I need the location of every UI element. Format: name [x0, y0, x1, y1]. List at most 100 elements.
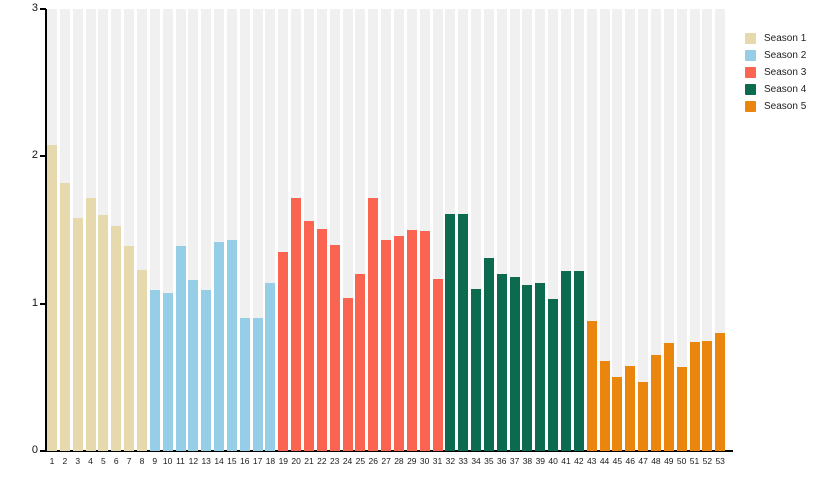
- x-tick-label: 41: [561, 456, 571, 466]
- background-stripe: [188, 9, 199, 451]
- bar-episode-38: [522, 284, 533, 451]
- background-stripe: [214, 9, 225, 451]
- bar-episode-27: [381, 240, 392, 451]
- x-tick-label: 26: [368, 456, 378, 466]
- x-tick-label: 10: [162, 456, 173, 466]
- background-stripe: [201, 9, 212, 451]
- bar-slot: [98, 9, 109, 451]
- bar-episode-24: [342, 297, 353, 451]
- bar-slot: [265, 9, 276, 451]
- x-tick-label: 3: [75, 456, 81, 466]
- bar-slot: [689, 9, 700, 451]
- bar-slot: [702, 9, 713, 451]
- bar-slot: [381, 9, 392, 451]
- x-tick-label: 38: [522, 456, 533, 466]
- background-stripe: [483, 9, 494, 451]
- bar-slot: [188, 9, 199, 451]
- x-tick-label: 18: [265, 456, 276, 466]
- bar-episode-4: [85, 197, 96, 451]
- background-stripe: [162, 9, 173, 451]
- legend-item-season-4: Season 4: [745, 81, 806, 98]
- background-stripe: [393, 9, 404, 451]
- bar-slot: [393, 9, 404, 451]
- x-axis: 1 2 3 4 5 6 7 8 9 10 11 12 13 14 15 16 17 18 19 20 21 22 23 24 2…: [47, 456, 747, 468]
- x-tick-label: 52: [702, 456, 713, 466]
- background-stripe: [149, 9, 160, 451]
- x-tick-label: 47: [638, 456, 648, 466]
- bar-slot: [316, 9, 327, 451]
- x-tick-label: 2: [62, 456, 68, 466]
- bar-episode-21: [304, 221, 314, 451]
- legend-label: Season 4: [764, 84, 807, 95]
- bar-slot: [278, 9, 289, 451]
- bar-slot: [136, 9, 147, 451]
- bar-episode-29: [406, 230, 417, 451]
- bar-episode-14: [214, 241, 225, 451]
- bar-episode-2: [59, 182, 70, 451]
- x-tick-label: 29: [407, 456, 417, 466]
- background-stripe: [471, 9, 482, 451]
- legend: Season 1 Season 2 Season 3 Season 4 Season 5: [745, 30, 806, 115]
- bar-slot: [496, 9, 507, 451]
- background-stripe: [663, 9, 674, 451]
- y-tick-label: 2: [31, 149, 38, 162]
- x-tick-label: 51: [689, 456, 700, 466]
- bar-slot: [715, 9, 726, 451]
- x-tick-label: 19: [278, 456, 289, 466]
- bar-episode-16: [239, 318, 250, 451]
- x-tick-label: 43: [586, 456, 597, 466]
- bar-episode-35: [483, 258, 494, 451]
- background-stripe: [509, 9, 520, 451]
- background-stripe: [638, 9, 649, 451]
- bar-episode-51: [689, 341, 700, 451]
- x-tick-label: 49: [664, 456, 674, 466]
- y-tick-mark: [40, 450, 46, 452]
- bar-episode-40: [548, 299, 559, 451]
- legend-swatch: [745, 101, 756, 112]
- bar-episode-53: [715, 333, 726, 451]
- background-stripe: [175, 9, 186, 451]
- x-tick-label: 46: [625, 456, 635, 466]
- bar-episode-13: [201, 290, 212, 451]
- background-stripe: [625, 9, 636, 451]
- x-tick-label: 7: [126, 456, 132, 466]
- bar-episode-52: [702, 340, 713, 451]
- x-tick-label: 32: [445, 456, 456, 466]
- bar-episode-8: [136, 269, 147, 451]
- bar-slot: [304, 9, 314, 451]
- x-tick-label: 42: [574, 456, 584, 466]
- bar-episode-49: [663, 343, 674, 451]
- x-tick-label: 25: [355, 456, 366, 466]
- legend-swatch: [745, 84, 756, 95]
- bar-slot: [471, 9, 482, 451]
- y-tick-label: 3: [31, 2, 38, 14]
- bar-slot: [445, 9, 456, 451]
- background-stripe: [355, 9, 366, 451]
- bar-episode-28: [393, 235, 404, 451]
- x-tick-label: 4: [88, 456, 93, 466]
- bar-episode-32: [445, 213, 456, 451]
- bar-episode-10: [162, 293, 173, 451]
- x-tick-label: 14: [214, 456, 224, 466]
- bar-slot: [509, 9, 520, 451]
- bar-slot: [663, 9, 674, 451]
- bar-slot: [162, 9, 173, 451]
- x-tick-label: 33: [458, 456, 468, 466]
- bar-episode-43: [586, 321, 597, 451]
- bar-episode-23: [329, 244, 340, 451]
- bar-slot: [226, 9, 237, 451]
- background-stripe: [612, 9, 623, 451]
- bar-slot: [47, 9, 57, 451]
- x-tick-label: 23: [329, 456, 340, 466]
- x-tick-label: 37: [509, 456, 520, 466]
- background-stripe: [432, 9, 443, 451]
- background-stripe: [535, 9, 546, 451]
- y-tick-label: 1: [31, 296, 38, 309]
- legend-swatch: [745, 33, 756, 44]
- x-tick-label: 11: [176, 456, 185, 466]
- bar-episode-17: [252, 318, 263, 451]
- bar-episode-19: [278, 252, 289, 451]
- bar-slot: [252, 9, 263, 451]
- bar-slot: [676, 9, 687, 451]
- x-tick-label: 39: [535, 456, 546, 466]
